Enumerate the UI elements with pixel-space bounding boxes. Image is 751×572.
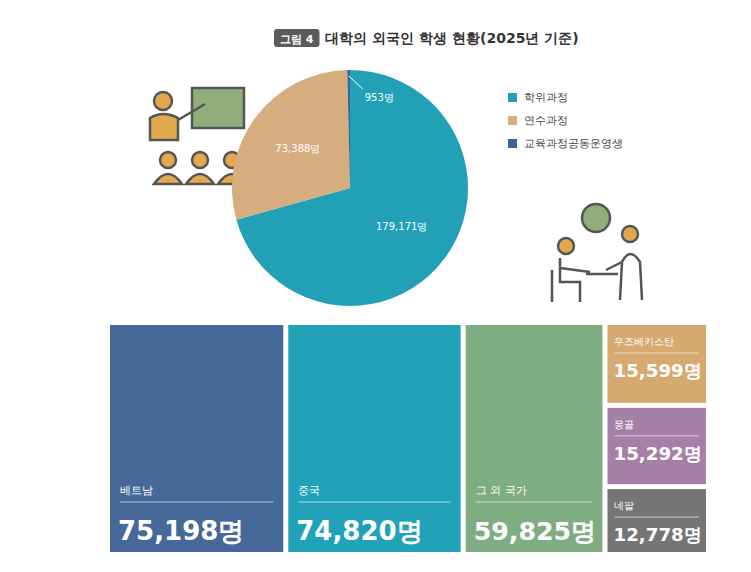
treemap-cell xyxy=(110,325,283,552)
cell-value: 74,820명 xyxy=(296,516,422,546)
treemap-cell xyxy=(607,325,706,403)
treemap-cell xyxy=(288,325,460,552)
legend: 학위과정연수과정교육과정공동운영생 xyxy=(508,91,623,149)
cell-value: 59,825명 xyxy=(474,517,597,546)
pie-label: 179,171명 xyxy=(376,221,427,232)
cell-name: 베트남 xyxy=(120,484,153,497)
icon-student-head xyxy=(160,152,176,168)
treemap-labels: 베트남 75,198명 중국 74,820명 그 외 국가 59,825명 우즈베키스탄 15… xyxy=(118,336,702,546)
pie-slice xyxy=(347,70,350,188)
icon-student-body xyxy=(186,174,214,184)
cell-name: 몽골 xyxy=(614,419,634,430)
legend-label: 학위과정 xyxy=(524,91,568,103)
cell-rule xyxy=(614,517,699,518)
cell-value: 15,292명 xyxy=(613,443,701,464)
icon-teacher-body xyxy=(150,114,178,140)
icon-bubble xyxy=(582,204,610,232)
cell-value: 75,198명 xyxy=(118,516,244,546)
cell-name: 네팔 xyxy=(614,500,634,511)
chart-canvas: 그림 4 대학의 외국인 학생 현황(2025년 기준) 179,171명 73,38… xyxy=(0,0,751,572)
icon-teacher-head xyxy=(154,92,172,110)
icon-person-head xyxy=(622,226,638,242)
cell-rule xyxy=(120,502,273,503)
cell-rule xyxy=(476,502,593,503)
legend-item: 학위과정 xyxy=(508,91,568,103)
legend-swatch xyxy=(508,139,517,148)
legend-item: 연수과정 xyxy=(508,114,568,126)
cell-rule xyxy=(298,502,450,503)
pie-leader xyxy=(349,76,363,89)
treemap xyxy=(110,325,706,552)
cell-rule xyxy=(614,353,699,354)
cell-name: 우즈베키스탄 xyxy=(614,336,674,347)
cell-name: 중국 xyxy=(298,484,320,497)
chart-title: 대학의 외국인 학생 현황(2025년 기준) xyxy=(325,30,578,46)
title-group: 그림 4 대학의 외국인 학생 현황(2025년 기준) xyxy=(274,29,579,47)
cell-value: 15,599명 xyxy=(613,360,701,381)
cell-name: 그 외 국가 xyxy=(476,484,527,497)
cell-rule xyxy=(614,435,699,436)
pie-labels: 179,171명 73,388명 953명 xyxy=(275,76,427,232)
icon-pointer xyxy=(178,104,205,120)
icon-seated-head xyxy=(558,238,574,254)
icon-desk xyxy=(586,273,618,276)
treemap-cell xyxy=(466,325,603,552)
title-badge-label: 그림 4 xyxy=(280,33,314,46)
icon-person-body xyxy=(606,254,642,300)
legend-label: 교육과정공동운영생 xyxy=(524,137,623,149)
legend-item: 교육과정공동운영생 xyxy=(508,137,623,149)
pie-slice xyxy=(232,70,350,220)
pie-label: 73,388명 xyxy=(275,143,320,154)
title-badge xyxy=(274,29,319,47)
pie-label: 953명 xyxy=(365,92,394,103)
legend-label: 연수과정 xyxy=(524,114,568,126)
legend-swatch xyxy=(508,116,517,125)
legend-swatch xyxy=(508,93,517,102)
pie xyxy=(232,70,468,306)
treemap-cell xyxy=(607,489,706,552)
icon-seated-body xyxy=(552,258,590,302)
icon-student-head xyxy=(192,152,208,168)
treemap-cell xyxy=(607,408,706,484)
cell-value: 12,778명 xyxy=(613,524,701,545)
icon-student-body xyxy=(154,174,182,184)
